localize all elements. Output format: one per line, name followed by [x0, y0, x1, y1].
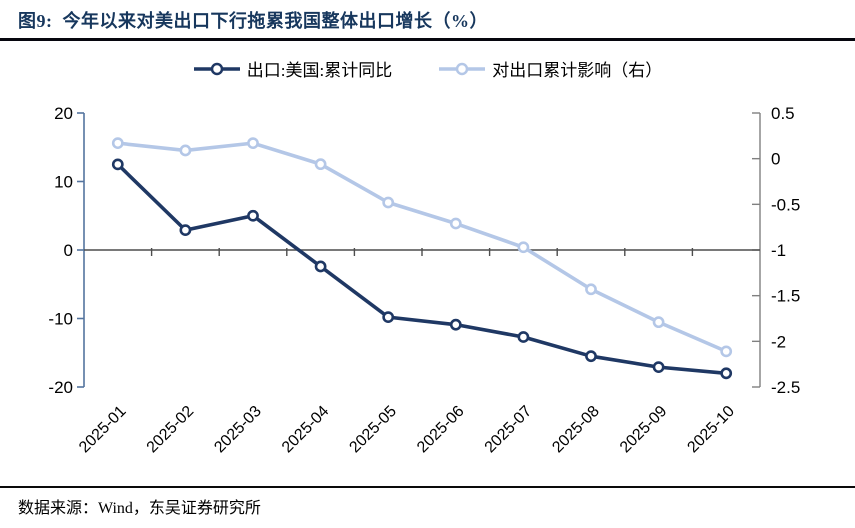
x-axis-label: 2025-09	[617, 403, 671, 457]
data-point-marker	[720, 345, 733, 358]
data-point-marker	[585, 350, 597, 363]
data-point-marker	[517, 241, 530, 254]
series-line-0	[116, 162, 729, 376]
legend-label: 出口:美国:累计同比	[246, 61, 393, 80]
data-point-marker	[179, 224, 192, 237]
x-axis-label: 2025-07	[482, 403, 536, 457]
data-point-marker	[517, 331, 530, 343]
right-axis-tick-label: -1.5	[771, 287, 800, 306]
data-point-marker	[382, 196, 395, 209]
data-point-marker	[652, 316, 665, 329]
legend-label: 对出口累计影响（右）	[492, 61, 663, 80]
title-divider	[0, 38, 855, 41]
x-axis-label: 2025-01	[76, 403, 130, 457]
left-axis-tick-label: -10	[48, 310, 73, 329]
data-point-marker	[247, 137, 259, 150]
data-source: 数据来源：Wind，东吴证券研究所	[18, 500, 261, 517]
x-axis-label: 2025-03	[211, 403, 265, 457]
right-axis-tick-label: 0.5	[771, 104, 795, 123]
data-point-marker	[585, 283, 597, 296]
data-point-marker	[314, 260, 327, 273]
legend-item-export-impact: 对出口累计影响（右）	[438, 56, 662, 81]
data-point-marker	[449, 217, 462, 230]
figure-number: 图9:	[18, 11, 53, 31]
legend-item-us-exports: 出口:美国:累计同比	[193, 56, 392, 81]
data-point-marker	[314, 158, 327, 171]
legend-line-marker-icon	[439, 62, 486, 75]
right-axis-tick-label: -1	[771, 241, 786, 260]
x-axis-label: 2025-06	[414, 403, 468, 457]
legend-line-marker-icon	[193, 62, 240, 75]
chart-title-text: 今年以来对美出口下行拖累我国整体出口增长（%）	[62, 11, 488, 31]
data-point-marker	[111, 158, 124, 171]
right-axis-tick-label: -2.5	[771, 378, 800, 397]
left-axis-tick-label: 10	[54, 173, 73, 192]
data-point-marker	[247, 209, 259, 222]
left-axis-tick-label: -20	[48, 378, 73, 397]
data-point-marker	[179, 144, 192, 157]
x-axis-label: 2025-04	[279, 403, 333, 457]
data-point-marker	[382, 311, 395, 324]
right-axis-tick-label: 0	[771, 150, 780, 169]
right-axis-tick-label: -2	[771, 332, 786, 351]
data-point-marker	[720, 367, 733, 380]
x-axis-label: 2025-10	[684, 403, 738, 457]
footer-divider	[0, 486, 855, 488]
x-axis-label: 2025-08	[549, 403, 603, 457]
data-point-marker	[652, 361, 665, 374]
x-axis-label: 2025-02	[144, 403, 198, 457]
left-axis-tick-label: 0	[64, 241, 73, 260]
series-line-1	[116, 141, 729, 354]
data-point-marker	[449, 318, 462, 331]
right-axis-tick-label: -0.5	[771, 195, 800, 214]
data-point-marker	[111, 137, 124, 150]
chart-title: 图9: 今年以来对美出口下行拖累我国整体出口增长（%）	[18, 7, 488, 33]
chart-legend: 出口:美国:累计同比 对出口累计影响（右）	[0, 56, 855, 81]
x-axis-label: 2025-05	[346, 403, 400, 457]
left-axis-tick-label: 20	[54, 104, 73, 123]
